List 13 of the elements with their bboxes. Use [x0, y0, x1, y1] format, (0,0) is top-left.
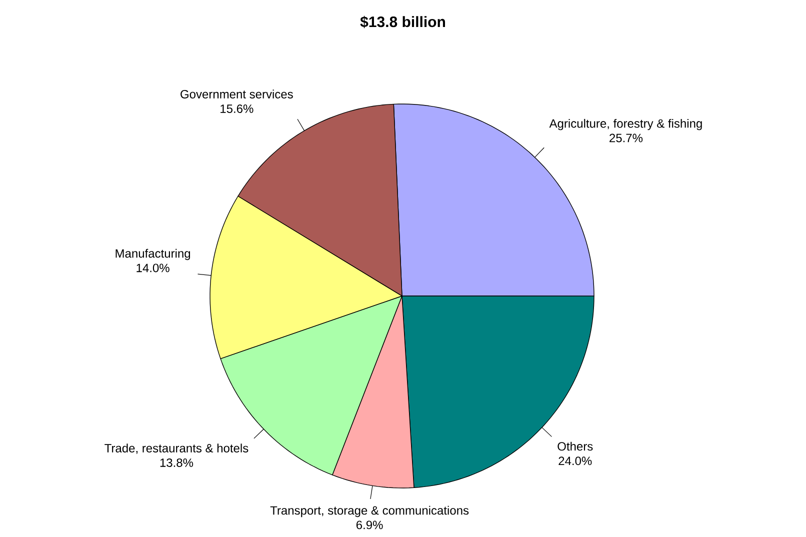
slice-label: Others: [558, 442, 593, 451]
chart-title: $13.8 billion: [360, 16, 445, 28]
slice-label: Government services: [180, 90, 293, 98]
slice-label: Transport, storage & communications: [270, 506, 469, 518]
data-label: 25.7%: [610, 134, 643, 142]
data-label: 6.9%: [356, 520, 383, 530]
slice-label: Manufacturing: [116, 248, 190, 260]
slice-label: Trade, restaurants & hotels: [104, 444, 248, 454]
data-label: 14.0%: [136, 264, 170, 272]
data-label: 24.0%: [558, 456, 592, 466]
data-label: 15.6%: [220, 104, 254, 113]
slice-label: Agriculture, forestry & fishing: [549, 118, 702, 130]
data-label: 13.8%: [160, 458, 194, 467]
